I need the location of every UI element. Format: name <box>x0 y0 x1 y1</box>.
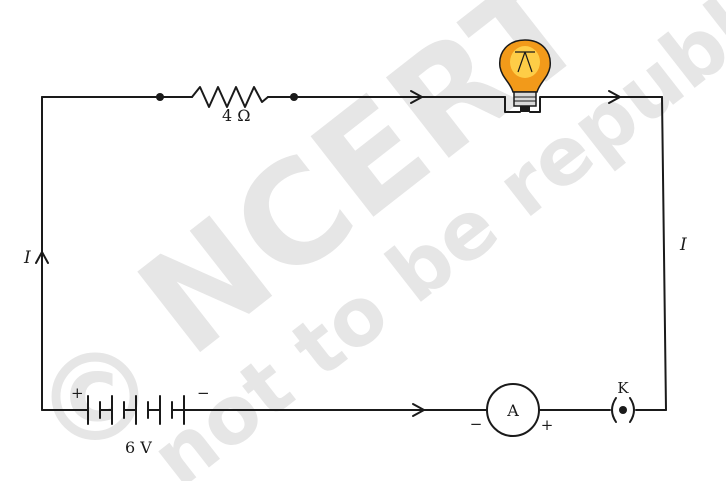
battery-label: 6 V <box>125 438 152 457</box>
bulb-glow <box>510 46 540 78</box>
key-label: K <box>617 379 629 397</box>
key-left-paren-icon <box>611 397 617 423</box>
resistor-terminal-left <box>156 93 164 101</box>
battery-plus-label: + <box>71 384 84 402</box>
bulb-icon <box>499 39 551 112</box>
bulb-base <box>513 91 537 107</box>
battery-minus-label: − <box>197 384 210 402</box>
bulb-filament <box>515 51 535 73</box>
current-arrows: I I <box>23 90 687 417</box>
resistor-label: 4 Ω <box>222 106 251 125</box>
wire-bulb-left <box>504 96 521 113</box>
resistor-zigzag-icon <box>191 86 269 108</box>
ammeter-minus-label: − <box>470 415 483 433</box>
wire-bulb-right <box>529 96 663 113</box>
bulb-contact <box>520 106 530 112</box>
ammeter-circle-icon <box>486 383 540 437</box>
arrow-top-right-icon <box>608 90 621 104</box>
ammeter-plus-label: + <box>541 416 554 434</box>
ammeter: A − + <box>470 383 554 437</box>
wire-right <box>661 96 667 411</box>
arrow-left-up-icon <box>35 251 49 264</box>
resistor-terminal-right <box>290 93 298 101</box>
battery: + − 6 V <box>71 384 210 457</box>
ammeter-symbol: A <box>506 401 519 420</box>
current-label-right: I <box>679 235 687 255</box>
arrow-bottom-middle-icon <box>412 403 425 417</box>
key: K <box>611 379 635 423</box>
resistor: 4 Ω <box>156 86 298 125</box>
current-label-left: I <box>23 248 31 268</box>
arrow-top-middle-icon <box>410 90 423 104</box>
key-right-paren-icon <box>629 397 635 423</box>
key-plug-icon <box>619 406 627 414</box>
